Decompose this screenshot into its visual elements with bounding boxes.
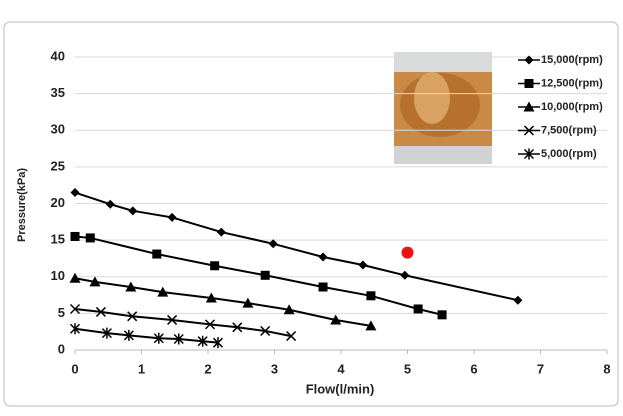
- x-tick-label: 2: [204, 361, 211, 376]
- legend-label: 15,000(rpm): [541, 54, 603, 66]
- photo-top: [394, 52, 492, 72]
- chart: Flow(l/min) Pressure(kPa) 05101520253035…: [0, 0, 623, 411]
- photo-highlight: [414, 72, 450, 124]
- photo: [394, 52, 492, 164]
- y-tick-label: 40: [51, 48, 65, 63]
- marker: [414, 304, 423, 313]
- y-tick-label: 0: [58, 341, 65, 356]
- marker: [210, 261, 219, 270]
- x-tick-label: 7: [537, 361, 544, 376]
- highlight-point: [402, 247, 414, 259]
- x-tick-label: 3: [271, 361, 278, 376]
- marker: [71, 232, 80, 241]
- legend-label: 7,500(rpm): [541, 124, 597, 136]
- x-tick-label: 5: [404, 361, 411, 376]
- x-tick-label: 1: [138, 361, 145, 376]
- y-tick-label: 30: [51, 122, 65, 137]
- y-tick-label: 5: [58, 305, 65, 320]
- y-tick-label: 25: [51, 158, 65, 173]
- x-tick-label: 8: [603, 361, 610, 376]
- marker: [319, 283, 328, 292]
- y-tick-label: 10: [51, 268, 65, 283]
- x-tick-label: 6: [470, 361, 477, 376]
- marker: [438, 310, 447, 319]
- x-tick-label: 4: [337, 361, 345, 376]
- x-tick-label: 0: [71, 361, 78, 376]
- y-tick-label: 35: [51, 85, 65, 100]
- legend-label: 10,000(rpm): [541, 101, 603, 113]
- marker: [525, 79, 534, 88]
- y-tick-label: 15: [51, 232, 65, 247]
- y-tick-label: 20: [51, 195, 65, 210]
- marker: [261, 271, 270, 280]
- marker: [152, 250, 161, 259]
- x-axis-title: Flow(l/min): [306, 381, 375, 396]
- marker: [366, 291, 375, 300]
- legend-label: 12,500(rpm): [541, 77, 603, 89]
- photo-bottom: [394, 146, 492, 164]
- y-axis-title: Pressure(kPa): [16, 168, 28, 242]
- legend-label: 5,000(rpm): [541, 148, 597, 160]
- marker: [86, 233, 95, 242]
